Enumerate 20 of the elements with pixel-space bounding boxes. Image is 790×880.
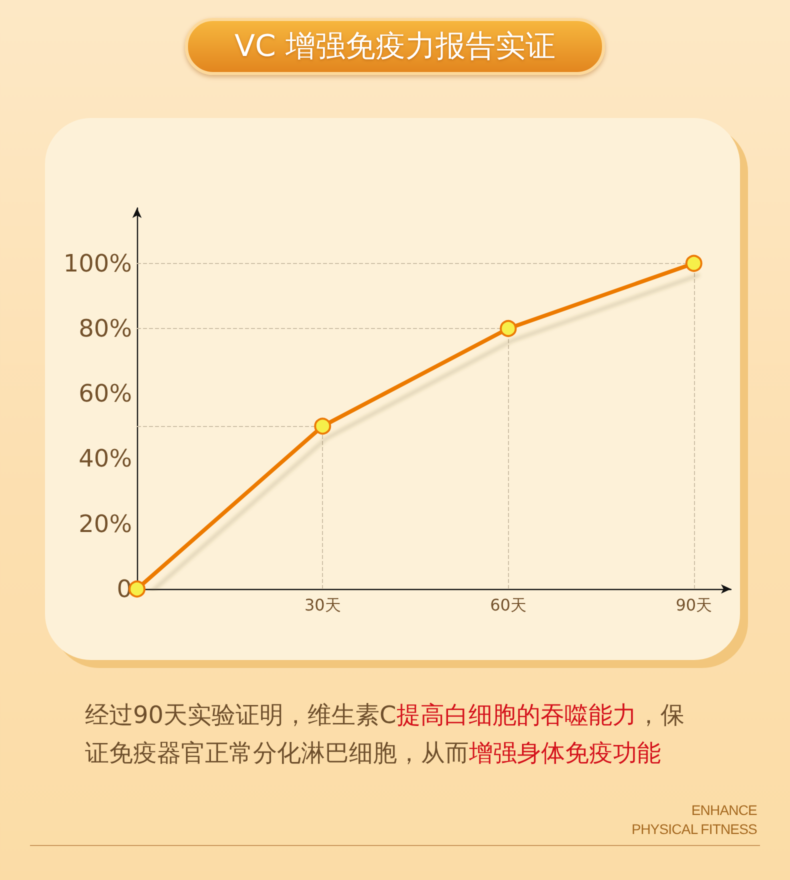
y-tick-label: 100% [63,249,132,278]
chart-title: VC 增强免疫力报告实证 [234,28,556,66]
point [314,418,332,435]
x-tick-label: 30天 [304,596,341,614]
text: 证免疫器官正常分化淋巴细胞，从而 [85,738,469,769]
point [685,254,702,272]
title-banner: VC 增强免疫力报告实证 [185,18,605,75]
x-tick-label: 60天 [490,596,526,614]
text: 增强身体免疫功能 [469,738,661,769]
y-tick-label: 60% [78,380,132,408]
y-tick-label: 20% [78,510,132,538]
y-tick-label: 40% [78,444,132,473]
y-tick-label: 80% [78,314,132,342]
point [128,580,146,598]
text: ，保 [636,700,684,731]
text: 提高白细胞的吞噬能力 [396,700,636,731]
text: ENHANCE PHYSICAL FITNESS [632,801,757,839]
x-tick-label: 90天 [676,596,712,614]
point [500,320,517,337]
text: 经过90天实验证明，维生素C [85,700,396,731]
